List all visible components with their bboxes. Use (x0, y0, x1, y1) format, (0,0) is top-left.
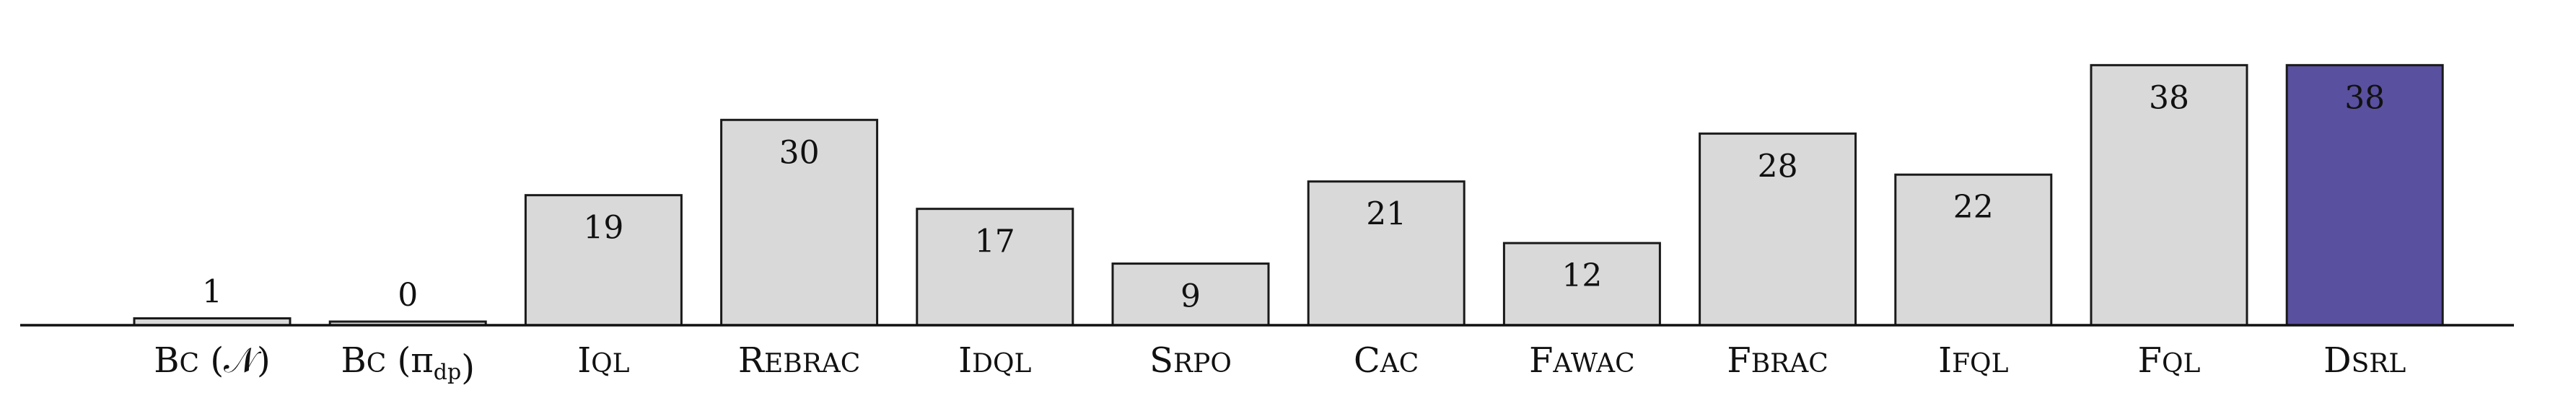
category-label-2: IQL (577, 340, 629, 381)
value-label-7: 12 (1561, 257, 1602, 294)
category-label-1: BC (πdp) (341, 340, 475, 388)
category-label-10: FQL (2138, 340, 2201, 381)
value-label-8: 28 (1758, 148, 1798, 185)
bar-2 (524, 194, 683, 327)
bar-4 (916, 208, 1074, 327)
value-label-3: 30 (779, 134, 820, 171)
value-label-5: 9 (1180, 278, 1201, 315)
category-label-3: REBRAC (738, 340, 861, 381)
bar-5 (1111, 262, 1270, 327)
bar-6 (1307, 180, 1466, 327)
value-label-1: 0 (398, 277, 418, 314)
category-label-6: CAC (1354, 340, 1419, 381)
value-labels-group: 1 0 19 30 17 9 21 12 28 22 38 38 (202, 79, 2385, 314)
category-label-5: SRPO (1149, 340, 1232, 381)
bar-3 (720, 118, 879, 327)
category-label-4: IDQL (958, 340, 1031, 381)
category-label-8: FBRAC (1727, 340, 1828, 381)
bar-10 (2090, 63, 2248, 327)
category-label-7: FAWAC (1529, 340, 1635, 381)
value-label-9: 22 (1953, 189, 1994, 226)
category-labels-group: BC (𝒩) BC (πdp) IQL REBRAC IDQL SRPO CAC FAWAC F… (154, 340, 2406, 388)
value-label-11: 38 (2344, 79, 2385, 116)
value-label-2: 19 (583, 210, 623, 247)
bar-7 (1502, 242, 1661, 327)
category-label-0: BC (𝒩) (154, 340, 271, 381)
value-label-10: 38 (2149, 79, 2189, 116)
bars-group (133, 63, 2444, 327)
value-label-0: 1 (202, 274, 222, 311)
category-label-9: IFQL (1938, 340, 2008, 381)
value-label-4: 17 (975, 224, 1015, 260)
value-label-6: 21 (1366, 196, 1406, 233)
bar-11 (2285, 63, 2444, 327)
category-label-11: DSRL (2323, 340, 2406, 381)
